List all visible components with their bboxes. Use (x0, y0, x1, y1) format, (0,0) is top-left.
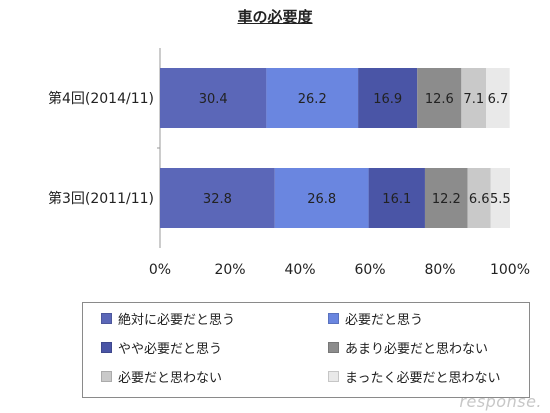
data-label: 6.7 (488, 92, 509, 107)
data-label: 16.1 (382, 192, 411, 207)
data-label: 12.2 (432, 192, 461, 207)
legend-swatch (328, 342, 339, 353)
category-label: 第3回(2011/11) (48, 190, 154, 207)
bar-segment (467, 168, 491, 228)
bar-segment (358, 68, 418, 128)
bar-segment (160, 68, 267, 128)
legend-swatch (101, 313, 112, 324)
watermark-logo: response. (459, 392, 542, 411)
x-tick-label: 80% (424, 262, 455, 278)
legend-item: あまり必要だと思わない (328, 338, 488, 357)
x-tick-label: 40% (284, 262, 315, 278)
legend-item: やや必要だと思う (101, 338, 222, 357)
bar-segment (461, 68, 487, 128)
legend-swatch (328, 313, 339, 324)
legend-item: まったく必要だと思わない (328, 367, 500, 386)
legend: 絶対に必要だと思う 必要だと思うやや必要だと思う あまり必要だと思わない必要だと思わ… (82, 302, 530, 398)
bar-segment (486, 68, 510, 128)
data-label: 7.1 (463, 92, 484, 107)
category-label: 第4回(2014/11) (48, 90, 154, 107)
bar-segment (266, 68, 359, 128)
x-tick-label: 100% (490, 262, 530, 278)
legend-item: 必要だと思わない (101, 367, 222, 386)
data-label: 26.2 (298, 92, 327, 107)
data-label: 32.8 (203, 192, 232, 207)
bar-segment (274, 168, 369, 228)
data-label: 5.5 (490, 192, 511, 207)
x-tick-label: 60% (354, 262, 385, 278)
legend-swatch (328, 371, 339, 382)
bar-segment (424, 168, 468, 228)
chart-title: 車の必要度 (237, 8, 313, 26)
legend-item: 絶対に必要だと思う (101, 309, 235, 328)
x-tick-label: 20% (214, 262, 245, 278)
legend-label: やや必要だと思う (118, 342, 223, 357)
chart-svg: 第4回(2014/11) 30.4 26.2 16.9 12.6 7.1 6.7 第3回(20… (48, 48, 530, 278)
legend-label: まったく必要だと思わない (345, 371, 501, 386)
data-label: 16.9 (373, 92, 402, 107)
bar-segment (160, 168, 275, 228)
bar-segment (490, 168, 510, 228)
data-label: 30.4 (199, 92, 228, 107)
legend-label: 必要だと思う (345, 313, 424, 328)
legend-label: あまり必要だと思わない (345, 342, 489, 357)
x-tick-label: 0% (149, 262, 171, 278)
bar-segment (368, 168, 425, 228)
legend-label: 絶対に必要だと思う (118, 313, 236, 328)
legend-label: 必要だと思わない (118, 371, 223, 386)
data-label: 12.6 (425, 92, 454, 107)
data-label: 6.6 (469, 192, 490, 207)
legend-swatch (101, 342, 112, 353)
legend-swatch (101, 371, 112, 382)
legend-item: 必要だと思う (328, 309, 423, 328)
bar-segment (417, 68, 462, 128)
data-label: 26.8 (307, 192, 336, 207)
